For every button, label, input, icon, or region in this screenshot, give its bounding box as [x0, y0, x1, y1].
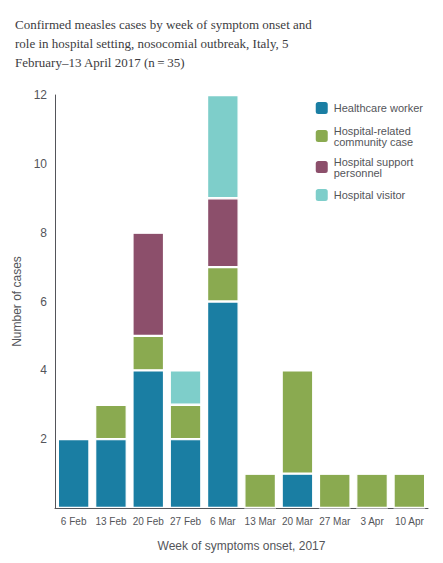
svg-text:20 Feb: 20 Feb: [133, 516, 165, 527]
svg-text:6 Mar: 6 Mar: [210, 516, 236, 527]
svg-text:role in hospital setting, noso: role in hospital setting, nosocomial out…: [15, 36, 289, 51]
svg-text:10 Apr: 10 Apr: [395, 516, 425, 527]
svg-text:27 Feb: 27 Feb: [170, 516, 202, 527]
svg-text:12: 12: [34, 88, 48, 102]
svg-text:2: 2: [40, 432, 47, 446]
svg-text:community case: community case: [334, 136, 413, 148]
svg-text:Confirmed measles cases by wee: Confirmed measles cases by week of sympt…: [15, 17, 312, 32]
svg-text:Number of cases: Number of cases: [10, 256, 24, 347]
svg-text:13 Mar: 13 Mar: [245, 516, 277, 527]
svg-text:4: 4: [40, 363, 47, 377]
svg-text:Hospital support: Hospital support: [333, 155, 414, 168]
svg-text:20 Mar: 20 Mar: [282, 516, 314, 527]
svg-text:10: 10: [34, 157, 48, 171]
svg-text:6: 6: [40, 295, 47, 309]
svg-text:13 Feb: 13 Feb: [95, 516, 127, 527]
svg-text:3 Apr: 3 Apr: [360, 516, 384, 527]
svg-text:8: 8: [40, 226, 47, 240]
svg-text:February–13 April 2017 (n = 35: February–13 April 2017 (n = 35): [15, 55, 185, 70]
svg-text:Hospital-related: Hospital-related: [333, 124, 411, 137]
svg-text:Healthcare worker: Healthcare worker: [334, 102, 424, 114]
svg-text:6 Feb: 6 Feb: [61, 516, 87, 527]
svg-text:personnel: personnel: [334, 167, 382, 179]
svg-text:Week of symptoms onset, 2017: Week of symptoms onset, 2017: [158, 539, 326, 553]
svg-text:27 Mar: 27 Mar: [319, 516, 351, 527]
svg-text:Hospital visitor: Hospital visitor: [334, 189, 406, 201]
